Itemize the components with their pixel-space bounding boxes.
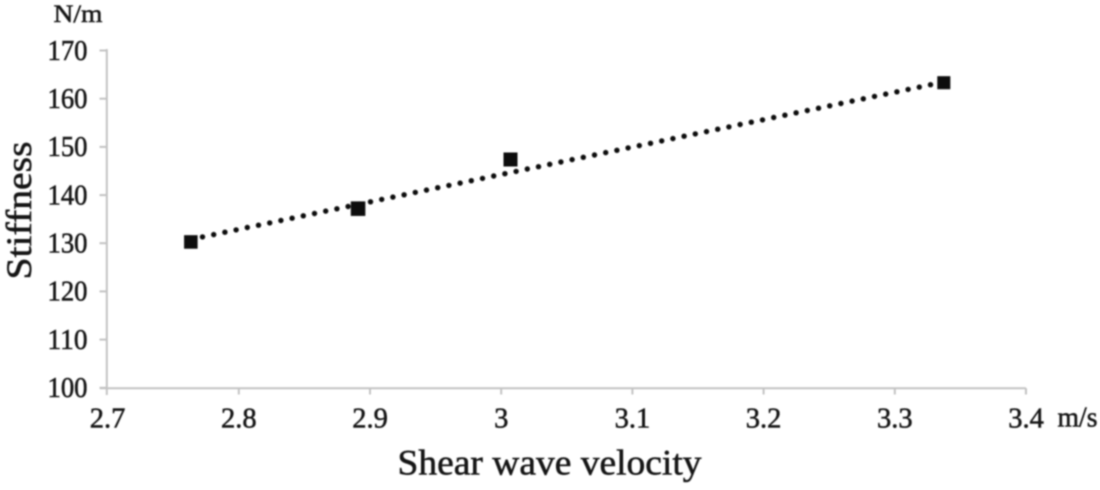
- svg-text:3.4: 3.4: [1008, 404, 1044, 435]
- svg-text:120: 120: [48, 277, 88, 308]
- svg-text:140: 140: [48, 180, 88, 211]
- svg-text:Shear wave velocity: Shear wave velocity: [398, 443, 702, 483]
- svg-text:m/s: m/s: [1058, 403, 1098, 434]
- svg-text:2.9: 2.9: [352, 404, 388, 435]
- svg-text:N/m: N/m: [54, 0, 103, 28]
- svg-text:Stiffness: Stiffness: [0, 142, 39, 280]
- svg-text:3.3: 3.3: [877, 404, 913, 435]
- svg-text:2.7: 2.7: [90, 404, 126, 435]
- svg-text:150: 150: [48, 132, 88, 163]
- svg-text:3: 3: [494, 404, 508, 435]
- svg-text:160: 160: [48, 84, 88, 115]
- svg-text:3.2: 3.2: [746, 404, 782, 435]
- svg-text:2.8: 2.8: [221, 404, 257, 435]
- svg-text:170: 170: [48, 36, 88, 67]
- svg-text:100: 100: [48, 373, 88, 404]
- svg-text:130: 130: [48, 229, 88, 260]
- svg-text:110: 110: [48, 325, 88, 356]
- svg-text:3.1: 3.1: [615, 404, 651, 435]
